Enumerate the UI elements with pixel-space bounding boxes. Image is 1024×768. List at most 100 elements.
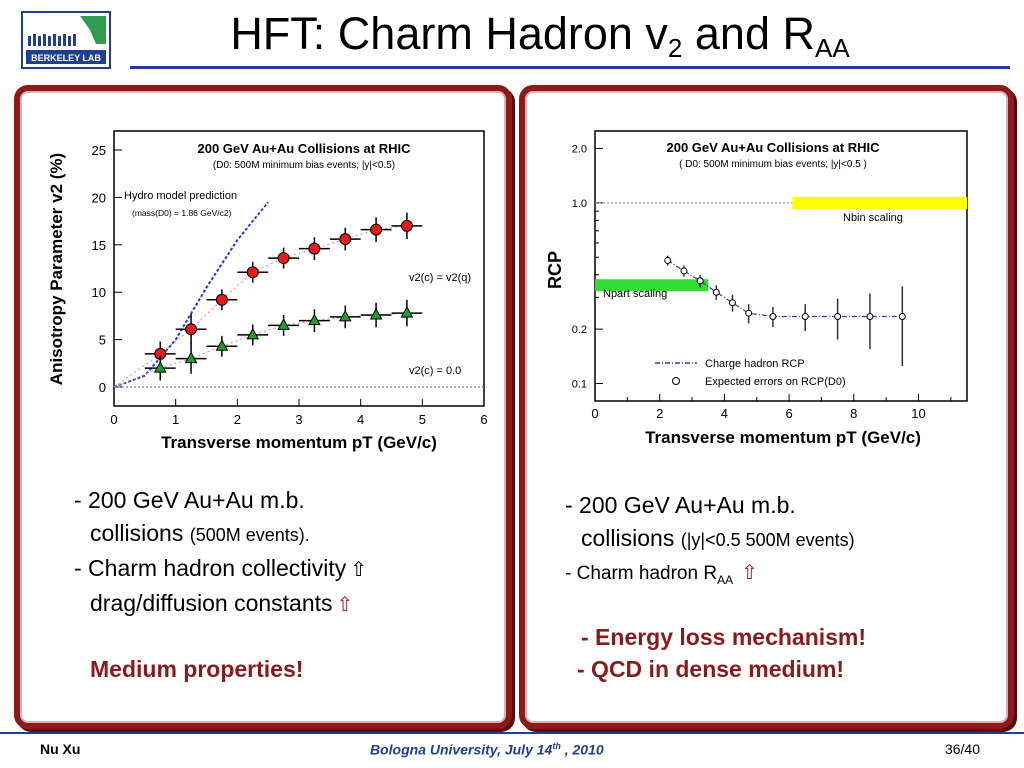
rcp-point [834, 312, 842, 320]
rcp-x-tick-label: 2 [656, 406, 663, 421]
rcp-plot-frame [594, 130, 968, 402]
right-panel: 0 2 4 6 8 10 0.1 0.2 1.0 2.0 200 GeV Au+Au Collis… [519, 85, 1014, 729]
left-bullet-2: - Charm hadron collectivity ⇧ [74, 552, 367, 587]
v2-chart-subtitle: (D0: 500M minimum bias events; |y|<0.5) [213, 160, 395, 171]
rcp-point [712, 288, 720, 296]
v2-x-tick-label: 5 [419, 412, 426, 427]
footer-venue-year: , 2010 [560, 741, 604, 758]
left-bullet-1-text: - 200 GeV Au+Au m.b. [74, 487, 305, 513]
legend-expected-errors: Expected errors on RCP(D0) [705, 376, 846, 388]
v2-green-point [308, 313, 321, 326]
v2-x-tick-label: 6 [480, 412, 487, 427]
hydro-curve [113, 201, 269, 388]
legend-charge-hadron: Charge hadron RCP [705, 358, 805, 370]
nbin-band [792, 196, 967, 209]
left-bullet-1: - 200 GeV Au+Au m.b. [74, 484, 367, 517]
left-bullet-1-events: (500M events). [189, 525, 310, 545]
v2-x-tick-label: 3 [295, 412, 302, 427]
rcp-point [769, 312, 777, 320]
title-underline [130, 66, 1010, 69]
rcp-point [664, 256, 672, 264]
page-number: 36/40 [944, 741, 980, 757]
rcp-x-tick-label: 4 [721, 406, 728, 421]
v2-red-point [277, 252, 290, 265]
right-bullet-2-sub: AA [717, 572, 734, 587]
v2-series-guide [113, 225, 407, 388]
footer-rule [0, 732, 1024, 734]
legend-open-circle-icon [672, 377, 680, 385]
title-sub-aa: AA [814, 33, 850, 63]
rcp-y-tick-label: 1.0 [572, 198, 587, 210]
title-main: HFT: Charm Hadron v [230, 8, 668, 59]
rcp-y-tick-label: 2.0 [572, 144, 587, 156]
rcp-point [680, 267, 688, 275]
v2-y-axis-label: Anisotropy Parameter v2 (%) [47, 153, 66, 385]
v2-x-tick-label: 4 [357, 412, 364, 427]
v2-y-tick-label: 20 [92, 190, 106, 205]
red-up-arrow-icon: ⇧ [741, 562, 758, 584]
hydro-annotation: Hydro model prediction [124, 190, 237, 202]
right-bullet-1-text: - 200 GeV Au+Au m.b. [565, 492, 796, 518]
v2-green-point [338, 309, 352, 322]
v2-green-point [277, 318, 290, 330]
right-bullets: - 200 GeV Au+Au m.b. collisions (|y|<0.5… [565, 489, 855, 597]
rcp-y-tick-label: 0.1 [572, 378, 587, 390]
v2-red-point [185, 323, 198, 336]
nbin-label: Nbin scaling [843, 212, 903, 224]
title-sub-v2: 2 [667, 33, 683, 63]
title-mid: and R [682, 8, 815, 59]
footer-venue-text: Bologna University, July 14 [370, 741, 553, 758]
left-bullet-2-cont: drag/diffusion constants ⇧ [74, 587, 367, 622]
rcp-chart-title: 200 GeV Au+Au Collisions at RHIC [667, 140, 881, 155]
v2-green-point [246, 327, 260, 340]
right-bullet-1: - 200 GeV Au+Au m.b. [565, 489, 855, 522]
npart-label: Npart scaling [603, 288, 667, 300]
rcp-y-tick-label: 0.2 [572, 324, 587, 336]
v2-zero-annotation: v2(c) = 0.0 [409, 365, 461, 377]
npart-band [595, 279, 709, 292]
v2-y-tick-label: 10 [92, 285, 106, 300]
rcp-point [801, 312, 809, 320]
rcp-point [696, 277, 704, 285]
v2-series-guide [113, 312, 407, 388]
footer-venue: Bologna University, July 14th , 2010 [370, 741, 604, 758]
left-bullet-2-drag: drag/diffusion constants [90, 590, 333, 616]
rcp-point [728, 299, 736, 307]
rcp-x-tick-label: 10 [911, 406, 925, 421]
v2-x-axis-label: Transverse momentum pT (GeV/c) [161, 433, 437, 452]
rcp-x-tick-label: 0 [591, 406, 598, 421]
v2-chart: 0 1 2 3 4 5 6 0 5 10 15 20 25 200 GeV Au+Au Collisio… [47, 130, 488, 452]
right-bullet-2-text: - Charm hadron R [565, 563, 718, 584]
v2-x-tick-label: 2 [234, 412, 241, 427]
rcp-point [866, 312, 874, 320]
berkeley-lab-logo: BERKELEY LAB [20, 10, 112, 70]
logo-text: BERKELEY LAB [31, 53, 101, 63]
v2-x-tick-label: 1 [172, 412, 179, 427]
medium-properties-text: Medium properties! [90, 656, 304, 682]
v2-red-point [215, 293, 228, 306]
right-bullet-1-events: (|y|<0.5 500M events) [680, 530, 855, 550]
v2-green-point [400, 306, 414, 318]
v2-red-point [339, 233, 352, 246]
left-bullet-2-text: - Charm hadron collectivity [74, 555, 347, 581]
footer-author: Nu Xu [40, 741, 81, 757]
v2-red-point [400, 219, 413, 232]
v2-red-point [370, 223, 383, 236]
red-up-arrow-icon: ⇧ [336, 594, 354, 616]
qcd-text: - QCD in dense medium! [577, 656, 845, 682]
v2-x-tick-label: 0 [110, 412, 117, 427]
rcp-point [745, 309, 753, 317]
energy-loss-text: - Energy loss mechanism! [581, 624, 867, 650]
right-bullet-1-cont: collisions (|y|<0.5 500M events) [565, 522, 855, 557]
v2-green-point [153, 361, 167, 373]
v2-red-point [308, 242, 321, 255]
v2-plot-frame [113, 130, 485, 407]
slide-title: HFT: Charm Hadron v2 and RAA [150, 6, 930, 76]
rcp-chart-subtitle: ( D0: 500M minimum bias events; |y|<0.5 … [679, 159, 867, 170]
rcp-x-axis-label: Transverse momentum pT (GeV/c) [645, 428, 921, 447]
v2-y-tick-label: 0 [99, 380, 106, 395]
v2-vq-annotation: v2(c) = v2(q) [409, 272, 471, 284]
hydro-mass-annotation: (mass(D0) = 1.86 GeV/c2) [132, 208, 232, 218]
footer-venue-sup: th [552, 741, 561, 751]
rcp-chart: 0 2 4 6 8 10 0.1 0.2 1.0 2.0 200 GeV Au+Au Collis… [545, 130, 968, 447]
